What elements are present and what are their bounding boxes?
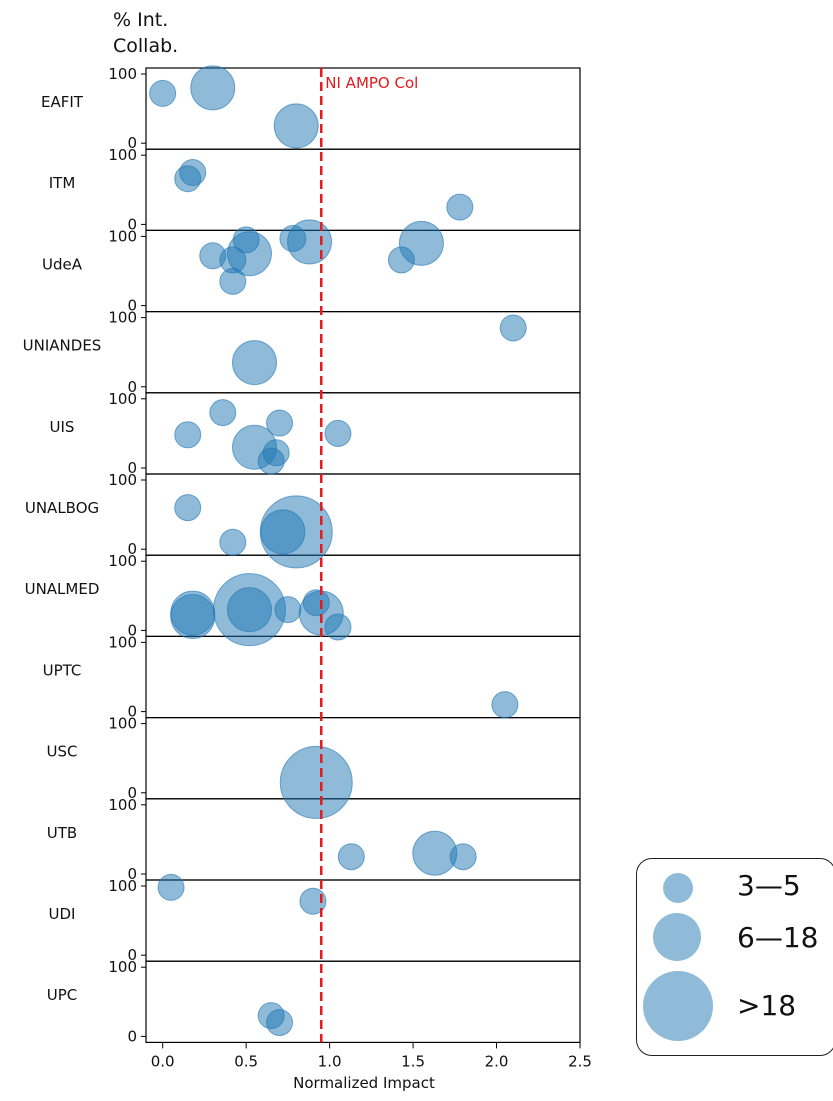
bubble-point [288, 220, 332, 264]
bubble-point [175, 422, 201, 448]
panel-frame [146, 393, 580, 474]
panel-label-unalmed: UNALMED [25, 580, 100, 598]
legend-marker-small [663, 873, 693, 903]
y-axis-label-line-1: % Int. [113, 9, 168, 31]
panel-points-eafit [150, 66, 319, 148]
panel-label-utb: UTB [47, 824, 77, 842]
panel-points-uptc [492, 692, 518, 718]
bubble-point [180, 160, 206, 186]
panel-frame [146, 961, 580, 1042]
panel-points-utb [338, 831, 476, 875]
y-tick-label: 100 [108, 309, 137, 327]
y-tick-label: 100 [108, 227, 137, 245]
reference-line-label: NI AMPO Col [325, 74, 418, 92]
bubble-point [338, 844, 364, 870]
panel-points-itm [175, 160, 473, 221]
bubble-point [492, 692, 518, 718]
bubble-point [191, 66, 235, 110]
y-tick-label: 100 [108, 390, 137, 408]
bubble-point [447, 194, 473, 220]
points-layer [150, 66, 527, 1036]
x-axis-label: Normalized Impact [293, 1074, 435, 1092]
legend-marker-medium [653, 913, 701, 961]
bubble-point [158, 874, 184, 900]
bubble-point [267, 1010, 293, 1036]
panel-points-uniandes [233, 315, 527, 385]
panel-label-itm: ITM [49, 174, 76, 192]
bubble-point [263, 440, 289, 466]
x-tick-label: 0.0 [151, 1052, 175, 1070]
bubble-point [210, 400, 236, 426]
y-tick-label: 100 [108, 471, 137, 489]
x-tick-label: 2.0 [485, 1052, 509, 1070]
panel-label-udea: UdeA [42, 255, 83, 273]
bubble-point [325, 420, 351, 446]
y-tick-label: 100 [108, 633, 137, 651]
legend-label-small: 3—5 [737, 869, 801, 902]
bubble-point [233, 341, 277, 385]
bubble-point [280, 746, 352, 818]
panel-label-uniandes: UNIANDES [23, 337, 102, 355]
y-tick-label: 100 [108, 958, 137, 976]
panel-points-unalbog [175, 495, 333, 568]
panel-uis: 1000UIS [50, 390, 580, 477]
x-tick-label: 0.5 [234, 1052, 258, 1070]
panel-label-uptc: UPTC [43, 661, 82, 679]
bubble-point [220, 529, 246, 555]
panel-points-usc [280, 746, 352, 818]
bubble-point [150, 80, 176, 106]
x-tick-label: 2.5 [568, 1052, 592, 1070]
legend-item-medium: 6—18 [637, 913, 833, 973]
panel-label-unalbog: UNALBOG [25, 499, 99, 517]
panel-frame [146, 149, 580, 230]
legend-item-small: 3—5 [637, 859, 833, 919]
legend-item-large: >18 [637, 971, 833, 1031]
panel-label-udi: UDI [49, 905, 76, 923]
legend-marker-large [643, 971, 713, 1041]
legend-label-medium: 6—18 [737, 921, 818, 954]
y-tick-label: 100 [108, 877, 137, 895]
bubble-point [227, 232, 271, 276]
panel-frame [146, 718, 580, 799]
y-tick-label: 100 [108, 65, 137, 83]
bubble-point [450, 844, 476, 870]
bubble-point [227, 588, 271, 632]
y-tick-label: 0 [127, 1027, 137, 1045]
panel-label-upc: UPC [47, 986, 78, 1004]
panel-points-unalmed [171, 574, 351, 646]
bubble-point [274, 104, 318, 148]
bubble-point [399, 221, 443, 265]
panel-frame [146, 474, 580, 555]
x-tick-label: 1.0 [318, 1052, 342, 1070]
y-axis-label-line-2: Collab. [113, 35, 178, 57]
panel-frame [146, 799, 580, 880]
y-tick-label: 100 [108, 146, 137, 164]
bubble-point [325, 614, 351, 640]
bubble-point [275, 597, 301, 623]
panel-label-usc: USC [47, 743, 78, 761]
legend-label-large: >18 [737, 989, 796, 1022]
panel-uniandes: 1000UNIANDES [23, 309, 580, 396]
panel-frame [146, 880, 580, 961]
panel-upc: 100 0 UPC [47, 958, 580, 1045]
y-tick-label: 100 [108, 796, 137, 814]
x-axis: 0.0 0.5 1.0 1.5 2.0 2.5 [151, 1042, 592, 1070]
y-tick-label: 100 [108, 715, 137, 733]
bubble-point [175, 495, 201, 521]
panel-points-upc [258, 1003, 292, 1036]
panel-points-uis [175, 400, 351, 474]
y-tick-label: 100 [108, 552, 137, 570]
bubble-point [171, 595, 215, 639]
panel-label-eafit: EAFIT [41, 93, 84, 111]
panel-label-uis: UIS [50, 418, 75, 436]
bubble-point [500, 315, 526, 341]
bubble-point [267, 410, 293, 436]
x-tick-label: 1.5 [401, 1052, 425, 1070]
size-legend: 3—5 6—18 >18 [636, 858, 833, 1056]
